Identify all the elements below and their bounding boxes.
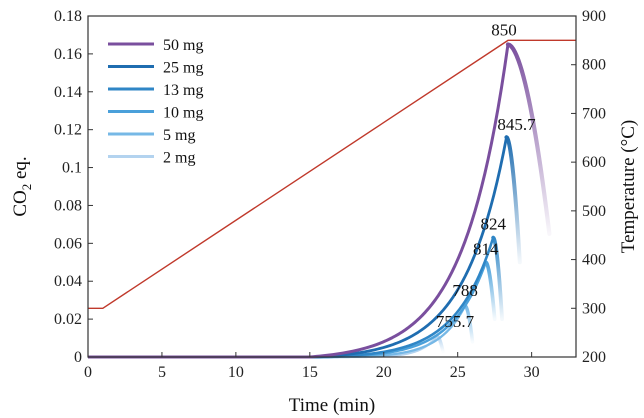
peak-temperature-label: 824	[480, 215, 506, 234]
legend-label: 5 mg	[163, 127, 195, 144]
right-y-tick-label: 600	[582, 154, 606, 171]
legend-label: 13 mg	[163, 82, 203, 99]
series-tail	[504, 135, 522, 265]
legend-label: 50 mg	[163, 37, 203, 54]
series-tail	[483, 260, 497, 321]
left-y-axis-title-subscript: 2	[19, 184, 34, 191]
series-line	[88, 237, 495, 359]
left-y-axis-title-main: CO	[10, 190, 31, 216]
left-y-tick-label: 0.02	[54, 311, 82, 328]
right-y-tick-label: 800	[582, 57, 606, 74]
right-y-tick-label: 300	[582, 300, 606, 317]
left-y-axis-title-tail: eq.	[10, 156, 31, 183]
left-y-axis-title: CO2 eq.	[10, 156, 34, 216]
left-y-tick-label: 0.08	[54, 197, 82, 214]
left-y-tick-label: 0.1	[62, 160, 82, 177]
series-tail	[505, 42, 552, 236]
temperature-line	[88, 39, 576, 309]
left-y-tick-label: 0.14	[54, 84, 82, 101]
series-tail	[435, 334, 445, 354]
peak-temperature-label: 845.7	[497, 115, 536, 134]
right-y-axis-title: Temperature (°C)	[618, 120, 639, 253]
series-line	[88, 136, 508, 359]
x-tick-label: 10	[228, 364, 244, 381]
x-axis-title: Time (min)	[289, 395, 375, 416]
x-tick-label: 15	[302, 364, 318, 381]
right-y-tick-label: 900	[582, 8, 606, 25]
left-y-tick-label: 0	[74, 349, 82, 366]
right-y-tick-label: 500	[582, 203, 606, 220]
series-tail	[491, 235, 504, 322]
x-tick-label: 30	[524, 364, 540, 381]
right-y-tick-label: 200	[582, 349, 606, 366]
series-line	[88, 44, 510, 359]
right-y-tick-label: 400	[582, 252, 606, 269]
legend-label: 10 mg	[163, 105, 203, 122]
peak-temperature-label: 850	[491, 20, 517, 39]
right-y-tick-label: 700	[582, 105, 606, 122]
left-y-tick-label: 0.12	[54, 122, 82, 139]
series-tail	[463, 304, 475, 344]
peak-temperature-label: 814	[473, 239, 499, 258]
legend-label: 25 mg	[163, 60, 203, 77]
left-y-tick-label: 0.04	[54, 273, 82, 290]
plot-frame	[87, 15, 577, 358]
x-tick-label: 0	[84, 364, 92, 381]
left-y-tick-label: 0.06	[54, 235, 82, 252]
legend-label: 2 mg	[163, 150, 195, 167]
x-tick-label: 20	[376, 364, 392, 381]
x-tick-label: 5	[158, 364, 166, 381]
peak-temperature-label: 755.7	[436, 312, 475, 331]
x-tick-label: 25	[450, 364, 466, 381]
left-y-tick-label: 0.18	[54, 8, 82, 25]
peak-temperature-label: 788	[452, 281, 478, 300]
left-y-tick-label: 0.16	[54, 46, 82, 63]
